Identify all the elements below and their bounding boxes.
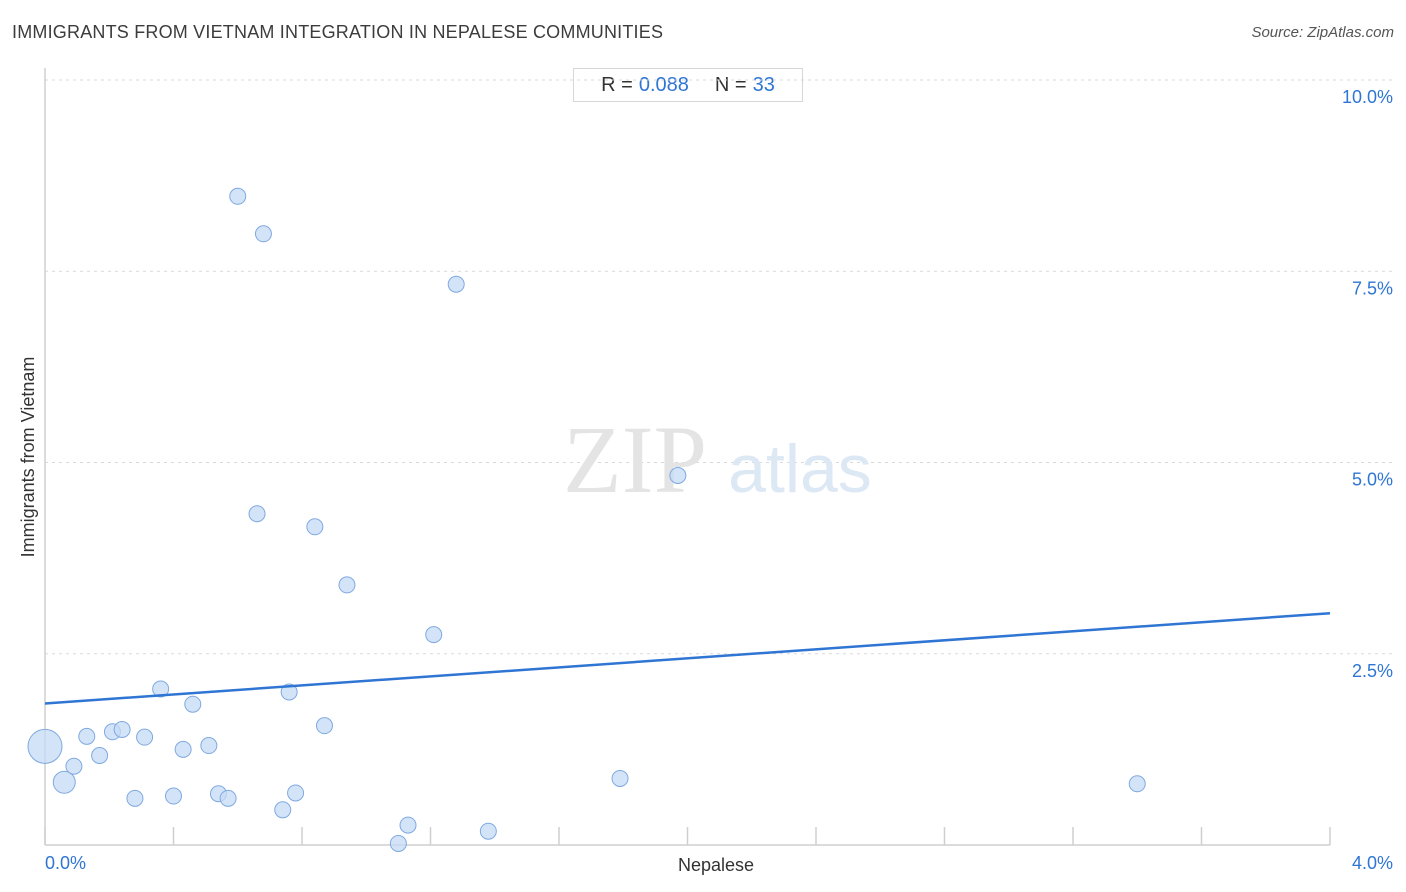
data-point bbox=[280, 683, 298, 701]
data-point bbox=[219, 789, 237, 807]
data-point bbox=[315, 717, 333, 735]
y-tick-label: 5.0% bbox=[1352, 470, 1393, 490]
data-point bbox=[136, 728, 154, 746]
x-tick-label: 4.0% bbox=[1352, 853, 1393, 873]
data-point bbox=[229, 187, 247, 205]
data-point bbox=[248, 505, 266, 523]
data-point bbox=[669, 467, 687, 485]
data-point bbox=[254, 225, 272, 243]
trendline bbox=[44, 611, 1331, 705]
data-point bbox=[52, 770, 76, 794]
data-point bbox=[389, 834, 407, 852]
source-label: Source: ZipAtlas.com bbox=[1251, 24, 1394, 41]
data-point bbox=[447, 275, 465, 293]
data-point bbox=[78, 727, 96, 745]
y-axis-label: Immigrants from Vietnam bbox=[18, 357, 38, 558]
data-point bbox=[113, 720, 131, 738]
data-point bbox=[126, 789, 144, 807]
trendline-group bbox=[44, 611, 1331, 705]
x-tick-label: 0.0% bbox=[45, 853, 86, 873]
x-axis-label: Nepalese bbox=[678, 855, 754, 875]
data-point bbox=[184, 695, 202, 713]
axes bbox=[44, 68, 1331, 846]
data-point bbox=[338, 576, 356, 594]
data-point bbox=[306, 518, 324, 536]
y-tick-label: 2.5% bbox=[1352, 661, 1393, 681]
data-point bbox=[200, 737, 218, 755]
data-point bbox=[287, 784, 305, 802]
grid-lines bbox=[45, 79, 1395, 655]
data-points bbox=[27, 187, 1146, 852]
watermark: ZIP atlas bbox=[563, 406, 872, 513]
n-label: N = bbox=[714, 73, 747, 96]
r-label: R = bbox=[601, 73, 633, 96]
data-point bbox=[611, 769, 629, 787]
data-point bbox=[27, 728, 63, 764]
r-value: 0.088 bbox=[638, 73, 689, 96]
data-point bbox=[152, 680, 170, 698]
y-tick-label: 10.0% bbox=[1342, 87, 1393, 107]
chart-title: IMMIGRANTS FROM VIETNAM INTEGRATION IN N… bbox=[12, 22, 664, 42]
watermark-atlas: atlas bbox=[728, 431, 872, 507]
stats-box: R = 0.088 N = 33 bbox=[573, 68, 803, 102]
data-point bbox=[479, 822, 497, 840]
n-value: 33 bbox=[752, 73, 775, 96]
watermark-zip: ZIP bbox=[563, 406, 707, 513]
data-point bbox=[425, 626, 443, 644]
data-point bbox=[274, 801, 292, 819]
data-point bbox=[65, 757, 83, 775]
data-point bbox=[165, 787, 182, 805]
tick-labels: 2.5% 5.0% 7.5% 10.0% 0.0% 4.0% bbox=[45, 87, 1393, 873]
data-point bbox=[174, 740, 192, 758]
data-point bbox=[399, 816, 417, 834]
y-tick-label: 7.5% bbox=[1352, 278, 1393, 298]
data-point bbox=[1128, 775, 1146, 793]
data-point bbox=[91, 746, 109, 764]
